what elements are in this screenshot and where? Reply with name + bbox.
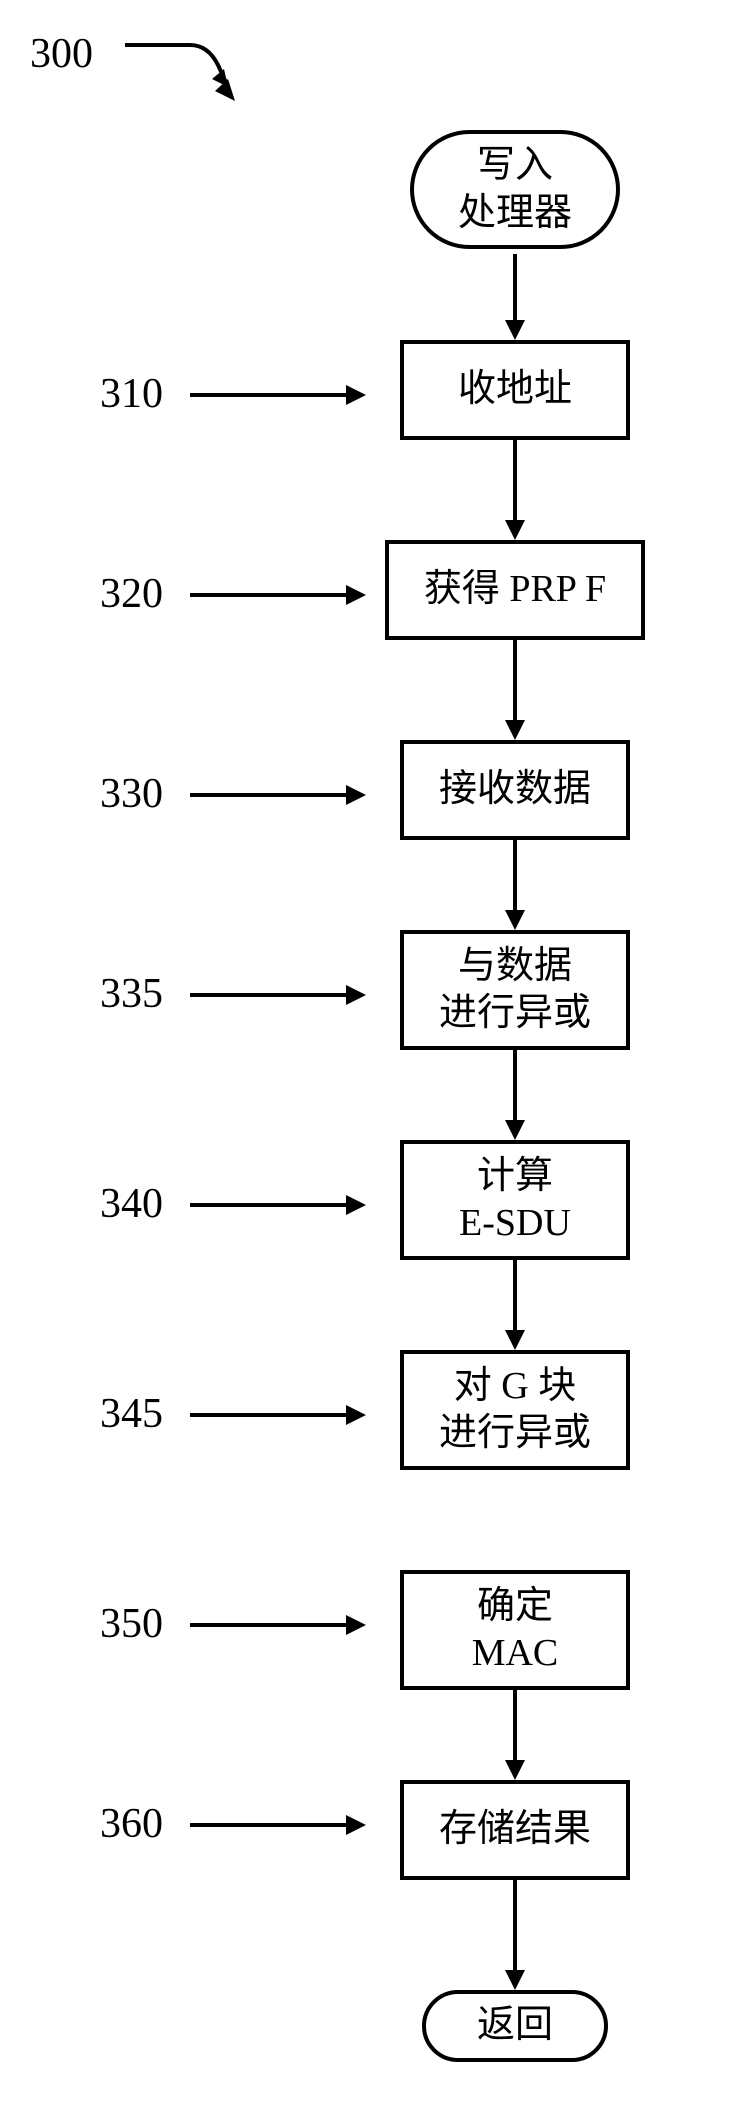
node-360: 存储结果 bbox=[400, 1780, 630, 1880]
node-340: 计算 E-SDU bbox=[400, 1140, 630, 1260]
node-340-text2: E-SDU bbox=[459, 1200, 571, 1248]
arrow-330-335 bbox=[505, 840, 525, 934]
arrow-340-345 bbox=[505, 1260, 525, 1354]
arrow-310-320 bbox=[505, 440, 525, 544]
label-310: 310 bbox=[100, 370, 163, 418]
node-320: 获得 PRP F bbox=[385, 540, 645, 640]
start-line1: 写入 bbox=[477, 142, 553, 190]
arrow-335-340 bbox=[505, 1050, 525, 1144]
label-345: 345 bbox=[100, 1390, 163, 1438]
node-350: 确定 MAC bbox=[400, 1570, 630, 1690]
start-line2: 处理器 bbox=[458, 190, 572, 238]
node-330: 接收数据 bbox=[400, 740, 630, 840]
terminator-end: 返回 bbox=[422, 1990, 608, 2062]
label-330: 330 bbox=[100, 770, 163, 818]
terminator-start: 写入 处理器 bbox=[410, 130, 620, 249]
arrow-350-360 bbox=[505, 1690, 525, 1784]
arrow-360-end bbox=[505, 1880, 525, 1994]
diagram-number: 300 bbox=[30, 30, 93, 78]
node-360-text: 存储结果 bbox=[439, 1806, 591, 1854]
corner-arrow bbox=[120, 35, 240, 115]
label-arrow-360 bbox=[190, 1815, 370, 1835]
node-310-text: 收地址 bbox=[458, 366, 572, 414]
arrow-320-330 bbox=[505, 640, 525, 744]
node-345-text1: 对 G 块 bbox=[454, 1363, 576, 1411]
node-340-text1: 计算 bbox=[477, 1153, 553, 1201]
label-340: 340 bbox=[100, 1180, 163, 1228]
end-line1: 返回 bbox=[477, 2002, 553, 2050]
label-320: 320 bbox=[100, 570, 163, 618]
label-360: 360 bbox=[100, 1800, 163, 1848]
label-335: 335 bbox=[100, 970, 163, 1018]
node-335-text1: 与数据 bbox=[458, 943, 572, 991]
node-330-text: 接收数据 bbox=[439, 766, 591, 814]
label-350: 350 bbox=[100, 1600, 163, 1648]
node-350-text1: 确定 bbox=[477, 1583, 553, 1631]
node-320-text: 获得 PRP F bbox=[424, 566, 606, 614]
node-345-text2: 进行异或 bbox=[439, 1410, 591, 1458]
node-335-text2: 进行异或 bbox=[439, 990, 591, 1038]
node-335: 与数据 进行异或 bbox=[400, 930, 630, 1050]
node-345: 对 G 块 进行异或 bbox=[400, 1350, 630, 1470]
label-arrow-345 bbox=[190, 1405, 370, 1425]
arrow-start-310 bbox=[505, 254, 525, 344]
label-arrow-310 bbox=[190, 385, 370, 405]
label-arrow-340 bbox=[190, 1195, 370, 1215]
label-arrow-330 bbox=[190, 785, 370, 805]
label-arrow-320 bbox=[190, 585, 370, 605]
label-arrow-350 bbox=[190, 1615, 370, 1635]
label-arrow-335 bbox=[190, 985, 370, 1005]
node-310: 收地址 bbox=[400, 340, 630, 440]
node-350-text2: MAC bbox=[472, 1630, 559, 1678]
